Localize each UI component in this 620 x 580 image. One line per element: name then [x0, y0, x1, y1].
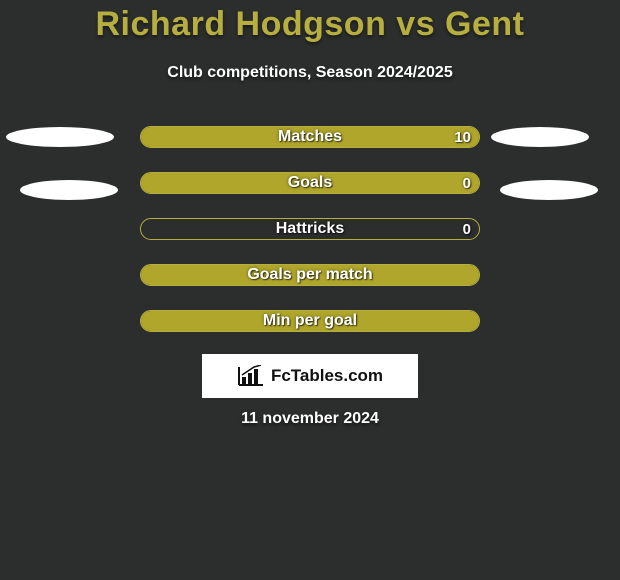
page-subtitle: Club competitions, Season 2024/2025: [0, 64, 620, 82]
stat-bar: Goals per match: [140, 264, 480, 286]
decorative-ellipse: [491, 127, 589, 147]
watermark-text: FcTables.com: [271, 366, 383, 386]
decorative-ellipse: [20, 180, 118, 200]
stat-bar-value: 0: [463, 219, 471, 239]
stat-bars: Matches10Goals0Hattricks0Goals per match…: [140, 126, 480, 356]
date-text: 11 november 2024: [0, 410, 620, 428]
chart-icon: [237, 365, 265, 387]
page-title: Richard Hodgson vs Gent: [0, 5, 620, 44]
stat-bar-label: Hattricks: [141, 219, 479, 239]
stat-bar-value: 10: [454, 127, 471, 147]
stat-bar-label: Goals: [141, 173, 479, 193]
decorative-ellipse: [6, 127, 114, 147]
stat-bar: Hattricks0: [140, 218, 480, 240]
stat-bar-value: 0: [463, 173, 471, 193]
watermark-badge: FcTables.com: [202, 354, 418, 398]
stat-bar: Min per goal: [140, 310, 480, 332]
decorative-ellipse: [500, 180, 598, 200]
stat-bar-label: Goals per match: [141, 265, 479, 285]
stat-bar: Goals0: [140, 172, 480, 194]
stat-bar: Matches10: [140, 126, 480, 148]
stats-canvas: Richard Hodgson vs Gent Club competition…: [0, 0, 620, 580]
stat-bar-label: Matches: [141, 127, 479, 147]
stat-bar-label: Min per goal: [141, 311, 479, 331]
